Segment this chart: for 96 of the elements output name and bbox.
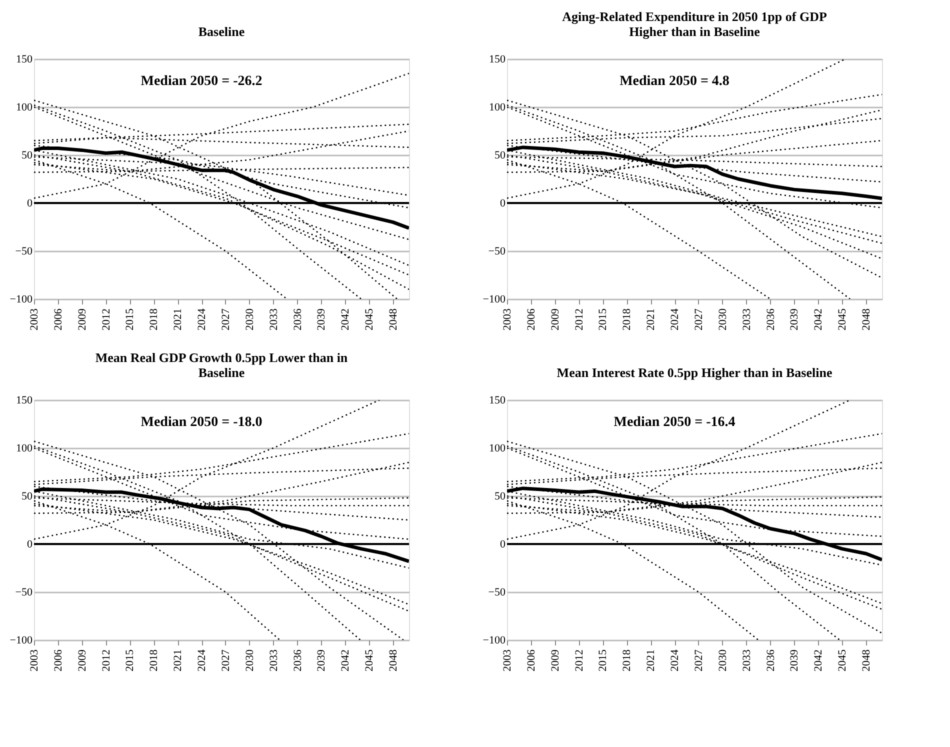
x-tick-label: 2012: [100, 650, 112, 672]
x-tick-label: 2003: [28, 308, 40, 330]
x-tick-label: 2036: [764, 649, 777, 672]
y-tick-label: −100: [482, 634, 506, 646]
x-tick-label: 2045: [836, 649, 849, 672]
x-tick-label: 2048: [860, 308, 873, 330]
x-tick-label: 2048: [860, 649, 873, 672]
chart-title: Baseline: [198, 24, 245, 39]
y-tick-label: 0: [500, 538, 506, 550]
x-tick-label: 2024: [669, 308, 682, 330]
y-tick-label: 150: [489, 54, 506, 66]
x-tick-label: 2039: [788, 308, 801, 330]
x-tick-label: 2030: [716, 649, 729, 672]
x-tick-label: 2033: [268, 649, 280, 672]
y-tick-label: 0: [500, 198, 506, 210]
x-tick-label: 2042: [340, 308, 352, 330]
x-tick-label: 2021: [645, 308, 658, 330]
y-tick-label: 150: [489, 394, 506, 406]
y-tick-label: 50: [22, 150, 33, 162]
x-tick-label: 2018: [621, 649, 634, 672]
x-tick-label: 2006: [525, 308, 538, 330]
x-tick-label: 2018: [148, 649, 160, 672]
y-tick-label: −50: [15, 586, 33, 598]
y-tick-label: −100: [482, 294, 506, 306]
annotation: Median 2050 = 4.8: [620, 74, 730, 89]
x-tick-label: 2009: [549, 308, 562, 330]
x-tick-label: 2027: [692, 649, 705, 672]
x-tick-label: 2030: [244, 649, 256, 672]
annotation: Median 2050 = -26.2: [140, 74, 262, 89]
y-tick-label: 0: [27, 198, 33, 210]
x-tick-label: 2024: [669, 649, 682, 672]
x-tick-label: 2006: [525, 649, 538, 672]
x-tick-label: 2027: [692, 308, 705, 330]
x-tick-label: 2045: [364, 649, 376, 672]
x-tick-label: 2048: [388, 308, 400, 330]
x-tick-label: 2024: [196, 649, 208, 672]
x-tick-label: 2021: [172, 650, 184, 672]
y-tick-label: 50: [494, 490, 506, 502]
x-tick-label: 2042: [340, 650, 352, 672]
y-tick-label: −50: [488, 246, 506, 258]
x-tick-label: 2015: [124, 649, 136, 672]
x-tick-label: 2018: [621, 308, 634, 330]
x-tick-label: 2027: [220, 308, 232, 330]
x-tick-label: 2024: [196, 308, 208, 330]
x-tick-label: 2018: [148, 308, 160, 330]
x-tick-label: 2012: [573, 308, 586, 330]
y-tick-label: −100: [10, 634, 33, 646]
x-tick-label: 2033: [740, 649, 753, 672]
x-tick-label: 2045: [364, 308, 376, 330]
x-tick-label: 2048: [388, 649, 400, 672]
chart-title: Mean Interest Rate 0.5pp Higher than in Baseline: [556, 365, 832, 380]
x-tick-label: 2009: [76, 308, 88, 330]
x-tick-label: 2003: [28, 649, 40, 672]
y-tick-label: 100: [16, 102, 33, 114]
x-tick-label: 2045: [836, 308, 849, 330]
y-tick-label: 150: [16, 54, 33, 66]
y-tick-label: 100: [489, 102, 506, 114]
y-tick-label: 100: [489, 442, 506, 454]
x-tick-label: 2006: [52, 308, 64, 330]
x-tick-label: 2015: [597, 649, 610, 672]
y-tick-label: 100: [16, 442, 33, 454]
x-tick-label: 2012: [573, 650, 586, 672]
x-tick-label: 2009: [76, 649, 88, 672]
y-tick-label: −50: [15, 246, 33, 258]
x-tick-label: 2039: [316, 649, 328, 672]
x-tick-label: 2003: [502, 649, 514, 672]
chart-title: Aging-Related Expenditure in 2050 1pp of GDP Higher than in Baseline: [562, 9, 827, 39]
x-tick-label: 2036: [292, 649, 304, 672]
x-tick-label: 2036: [764, 308, 777, 330]
y-tick-label: 50: [22, 490, 33, 502]
x-tick-label: 2009: [549, 649, 562, 672]
annotation: Median 2050 = -16.4: [614, 415, 736, 430]
x-tick-label: 2006: [52, 649, 64, 672]
y-tick-label: −100: [10, 294, 33, 306]
y-tick-label: 50: [494, 150, 506, 162]
y-tick-label: −50: [488, 586, 506, 598]
x-tick-label: 2027: [220, 649, 232, 672]
annotation: Median 2050 = -18.0: [140, 415, 262, 430]
x-tick-label: 2033: [268, 308, 280, 330]
x-tick-label: 2012: [100, 308, 112, 330]
x-tick-label: 2042: [812, 650, 825, 672]
chart-title: Mean Real GDP Growth 0.5pp Lower than in Baseline: [95, 350, 348, 380]
x-tick-label: 2015: [597, 308, 610, 330]
x-tick-label: 2003: [502, 308, 514, 330]
x-tick-label: 2033: [740, 308, 753, 330]
x-tick-label: 2042: [812, 308, 825, 330]
x-tick-label: 2039: [788, 649, 801, 672]
x-tick-label: 2021: [645, 650, 658, 672]
y-tick-label: 150: [16, 394, 33, 406]
x-tick-label: 2030: [244, 308, 256, 330]
x-tick-label: 2021: [172, 308, 184, 330]
x-tick-label: 2039: [316, 308, 328, 330]
x-tick-label: 2015: [124, 308, 136, 330]
y-tick-label: 0: [27, 538, 33, 550]
x-tick-label: 2030: [716, 308, 729, 330]
x-tick-label: 2036: [292, 308, 304, 330]
